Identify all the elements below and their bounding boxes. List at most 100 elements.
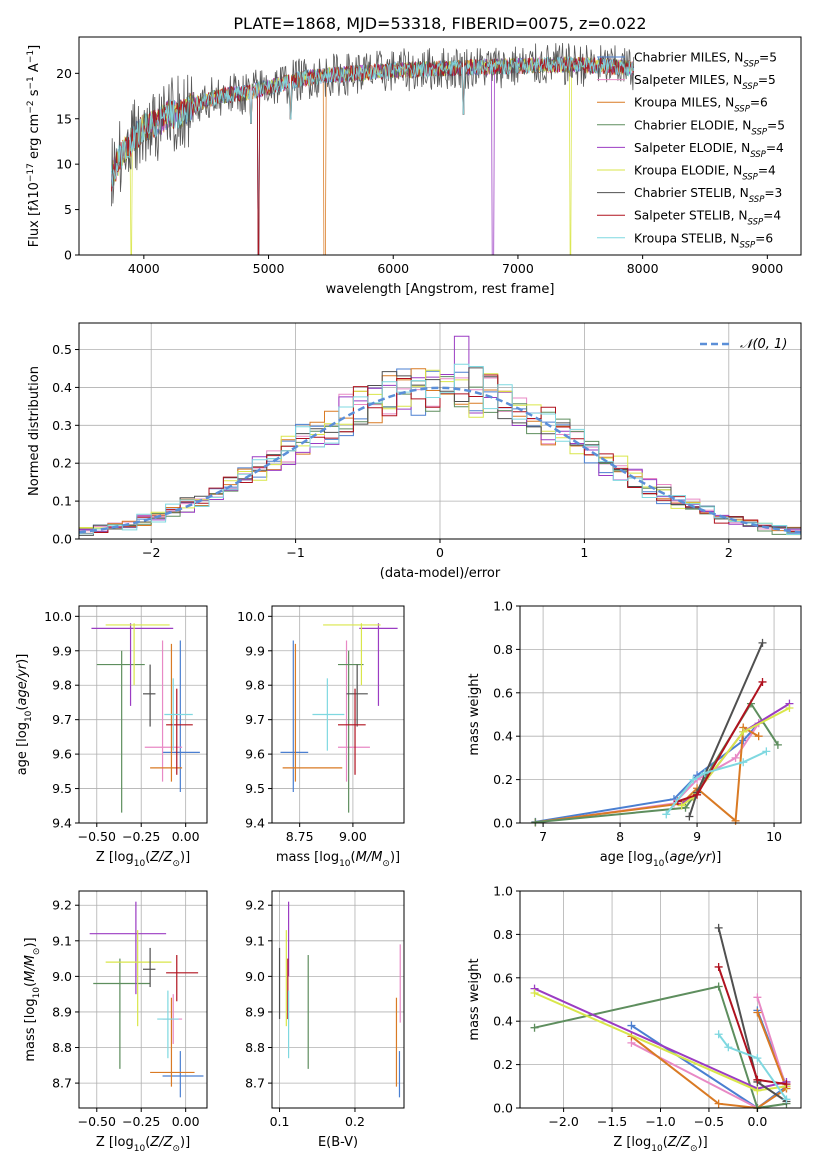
x-tick-label: 4000 xyxy=(128,261,160,276)
y-tick-label: 10 xyxy=(56,157,72,172)
age_vs_Z-plot-area xyxy=(91,623,200,813)
x-tick-label: 5000 xyxy=(253,261,285,276)
y-tick-label: 9.2 xyxy=(245,898,265,913)
spectrum-line xyxy=(111,56,635,255)
weight-marker xyxy=(785,703,794,712)
spectrum-line xyxy=(111,56,634,255)
x-tick-label: 2 xyxy=(725,545,733,560)
y-tick-label: 15 xyxy=(56,111,72,126)
y-tick-label: 5 xyxy=(64,202,72,217)
weight-marker xyxy=(662,810,671,819)
weight-marker xyxy=(689,775,698,784)
x-tick-label: −1.0 xyxy=(645,1114,675,1129)
y-tick-label: 0.2 xyxy=(493,772,513,787)
x-tick-label: −1.5 xyxy=(597,1114,627,1129)
weight-marker xyxy=(677,801,686,810)
x-tick-label: 7000 xyxy=(502,261,534,276)
x-tick-label: −0.50 xyxy=(78,829,116,844)
plots-layer: 4000 5000 6000 7000 8000 900005101520waveleng… xyxy=(15,36,802,1154)
mass_vs_Z-plot-area xyxy=(89,901,204,1098)
weight-line xyxy=(717,1033,788,1100)
x-axis-label: Z [log10(Z/Z⊙)] xyxy=(96,1135,190,1154)
y-tick-label: 0.1 xyxy=(52,494,72,509)
x-axis-label: age [log10(age/yr)] xyxy=(600,850,722,869)
y-tick-label: 0.0 xyxy=(52,532,72,547)
y-axis-label: mass [log10(M/M⊙)] xyxy=(23,937,42,1061)
y-tick-label: 9.0 xyxy=(245,969,265,984)
x-axis-label: E(B-V) xyxy=(318,1135,358,1150)
weight-marker xyxy=(754,732,763,741)
x-tick-label: −0.50 xyxy=(78,1114,116,1129)
weight-marker xyxy=(700,769,709,778)
legend-entry: Chabrier ELODIE, NSSP=5 xyxy=(634,118,785,137)
y-tick-label: 0.2 xyxy=(52,456,72,471)
weight_vs_Z-panel: −2.0 −1.5 −1.0 −0.5 0.0 0.0 0.2 0.4 0.6 0.8 1.0 Z [… xyxy=(467,884,802,1154)
axes-frame xyxy=(78,36,802,256)
weight-marker xyxy=(714,923,723,932)
y-tick-label: 9.4 xyxy=(52,816,72,831)
age_vs_mass-panel: 8.75 9.00 9.4 9.5 9.6 9.7 9.8 9.9 10.0 mass [log1… xyxy=(237,605,405,869)
axes-frame xyxy=(519,605,802,824)
weight-marker xyxy=(530,988,539,997)
y-tick-label: 8.7 xyxy=(52,1076,72,1091)
y-tick-label: 0.4 xyxy=(52,380,72,395)
spectrum-line xyxy=(111,56,635,187)
legend-entry: Salpeter MILES, NSSP=5 xyxy=(634,73,776,92)
x-tick-label: 0 xyxy=(436,545,444,560)
axes-frame xyxy=(271,890,405,1109)
y-tick-label: 10.0 xyxy=(237,609,265,624)
y-tick-label: 0.4 xyxy=(493,1014,513,1029)
spectrum-plot-area xyxy=(111,42,635,255)
y-tick-label: 9.9 xyxy=(52,643,72,658)
x-tick-label: −1 xyxy=(286,545,304,560)
residuals-plot-area xyxy=(79,335,801,536)
weight_vs_age-panel: 7 8 9 10 0.0 0.2 0.4 0.6 0.8 1.0 age [log10(age/yr… xyxy=(467,599,802,869)
age_vs_Z-panel: −0.50 −0.25 0.00 9.4 9.5 9.6 9.7 9.8 9.9 10.0 Z [l… xyxy=(15,605,208,869)
weight-marker xyxy=(714,1099,723,1108)
x-tick-label: 0.00 xyxy=(172,1114,200,1129)
weight-marker xyxy=(782,1095,791,1104)
y-tick-label: 9.4 xyxy=(245,816,265,831)
residual-legend: 𝒩(0, 1) xyxy=(700,337,787,352)
y-tick-label: 9.0 xyxy=(52,969,72,984)
weight-marker xyxy=(739,758,748,767)
weight-marker xyxy=(753,1008,762,1017)
weight-marker xyxy=(753,993,762,1002)
spectrum-line xyxy=(111,56,635,255)
histogram-step xyxy=(79,374,801,534)
weight-marker xyxy=(762,747,771,756)
weight-line xyxy=(534,985,787,1110)
y-tick-label: 8.8 xyxy=(52,1040,72,1055)
y-axis-label: Flux [fλ10−17 erg cm−2 s−1 A−1] xyxy=(26,45,42,247)
x-tick-label: 9.00 xyxy=(339,829,367,844)
axes-frame xyxy=(519,890,802,1109)
x-tick-label: −0.25 xyxy=(122,829,160,844)
histogram-step xyxy=(79,367,801,536)
y-tick-label: 9.9 xyxy=(245,643,265,658)
y-tick-label: 10.0 xyxy=(44,609,72,624)
weight-marker xyxy=(773,740,782,749)
y-tick-label: 9.8 xyxy=(245,678,265,693)
weight-marker xyxy=(714,962,723,971)
axes-frame xyxy=(271,605,405,824)
y-axis-label: mass weight xyxy=(467,958,482,1040)
age_vs_mass-plot-area xyxy=(280,623,398,813)
x-tick-label: 0.00 xyxy=(172,829,200,844)
x-tick-label: 9 xyxy=(693,829,701,844)
x-tick-label: 8 xyxy=(616,829,624,844)
x-tick-label: 6000 xyxy=(377,261,409,276)
legend-entry: Kroupa MILES, NSSP=6 xyxy=(634,96,768,115)
y-tick-label: 0.8 xyxy=(493,642,513,657)
y-tick-label: 1.0 xyxy=(493,884,513,899)
normal-curve xyxy=(79,386,801,534)
weight-marker xyxy=(731,753,740,762)
x-tick-label: −2.0 xyxy=(548,1114,578,1129)
x-tick-label: −0.25 xyxy=(122,1114,160,1129)
x-axis-label: Z [log10(Z/Z⊙)] xyxy=(96,850,190,869)
weight-marker xyxy=(531,818,540,827)
x-axis-label: mass [log10(M/M⊙)] xyxy=(276,850,400,869)
weight-line xyxy=(717,966,787,1086)
y-tick-label: 20 xyxy=(56,66,72,81)
x-axis-label: Z [log10(Z/Z⊙)] xyxy=(613,1135,707,1154)
